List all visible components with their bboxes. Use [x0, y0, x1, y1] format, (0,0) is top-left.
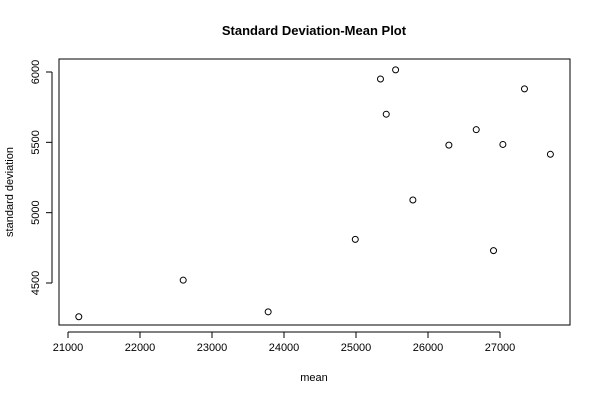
- x-tick-label: 25000: [341, 342, 372, 354]
- y-axis-label: standard deviation: [4, 147, 16, 237]
- data-point: [179, 276, 187, 284]
- plot-frame: [58, 58, 571, 326]
- data-point: [499, 140, 507, 148]
- data-points: [75, 66, 554, 321]
- x-tick-label: 23000: [197, 342, 228, 354]
- x-axis: 21000 22000 23000 24000 25000 26000 27000: [53, 331, 516, 354]
- x-tick-label: 27000: [485, 342, 516, 354]
- data-point: [409, 196, 417, 204]
- x-tick-label: 26000: [413, 342, 444, 354]
- data-point: [546, 150, 554, 158]
- y-tick-label: 5500: [30, 130, 42, 154]
- data-point: [472, 126, 480, 134]
- data-point: [351, 235, 359, 243]
- data-point: [382, 110, 390, 118]
- x-tick-label: 22000: [125, 342, 156, 354]
- data-point: [520, 85, 528, 93]
- x-tick-label: 21000: [53, 342, 84, 354]
- data-point: [490, 247, 498, 255]
- x-axis-label: mean: [300, 372, 328, 384]
- data-point: [376, 75, 384, 83]
- y-tick-label: 5000: [30, 200, 42, 224]
- y-tick-label: 4500: [30, 271, 42, 295]
- data-point: [264, 308, 272, 316]
- data-point: [445, 141, 453, 149]
- chart-title: Standard Deviation-Mean Plot: [222, 23, 407, 38]
- y-axis: 4500 5000 5500 6000: [30, 60, 53, 295]
- x-tick-label: 24000: [269, 342, 300, 354]
- y-tick-label: 6000: [30, 60, 42, 84]
- data-point: [392, 66, 400, 74]
- data-point: [75, 313, 83, 321]
